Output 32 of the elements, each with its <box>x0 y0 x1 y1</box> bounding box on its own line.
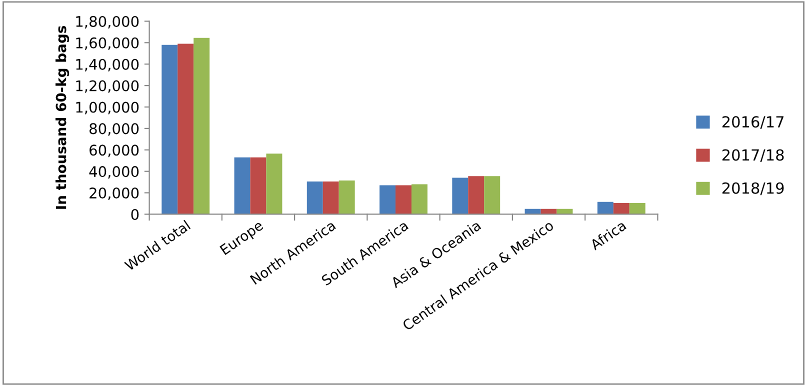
bar <box>452 178 468 214</box>
bar <box>250 157 266 214</box>
bar <box>597 202 614 214</box>
bar <box>322 182 339 214</box>
y-tick-label: 1,80,000 <box>76 16 139 28</box>
bar <box>162 44 178 214</box>
y-tick-label: 60,000 <box>90 144 139 158</box>
bar <box>396 185 412 214</box>
y-tick-label: 0 <box>131 208 139 220</box>
legend-label: 2017/18 <box>722 149 784 162</box>
bar <box>411 184 428 214</box>
bar <box>629 202 646 214</box>
y-tick-label: 20,000 <box>90 188 139 200</box>
bar <box>266 154 282 214</box>
legend-label: 2018/19 <box>722 182 784 196</box>
y-tick-label: 1,60,000 <box>76 37 139 50</box>
y-tick-label: 40,000 <box>89 166 139 179</box>
y-tick-label: 1,40,000 <box>76 58 139 72</box>
bar <box>613 202 630 214</box>
y-tick-label: 80,000 <box>90 123 139 136</box>
bar <box>306 182 323 214</box>
bar <box>194 38 210 214</box>
legend-label: 2016/17 <box>722 116 784 129</box>
y-tick-label: 1,20,000 <box>76 80 139 93</box>
bar <box>338 180 355 214</box>
bar <box>468 176 484 214</box>
bar <box>234 157 250 214</box>
bar <box>484 176 500 214</box>
bar <box>380 185 396 214</box>
bar <box>178 44 194 214</box>
y-tick-label: 1,00,000 <box>76 102 139 114</box>
y-axis-title: In thousand 60-kg bags <box>56 26 70 209</box>
